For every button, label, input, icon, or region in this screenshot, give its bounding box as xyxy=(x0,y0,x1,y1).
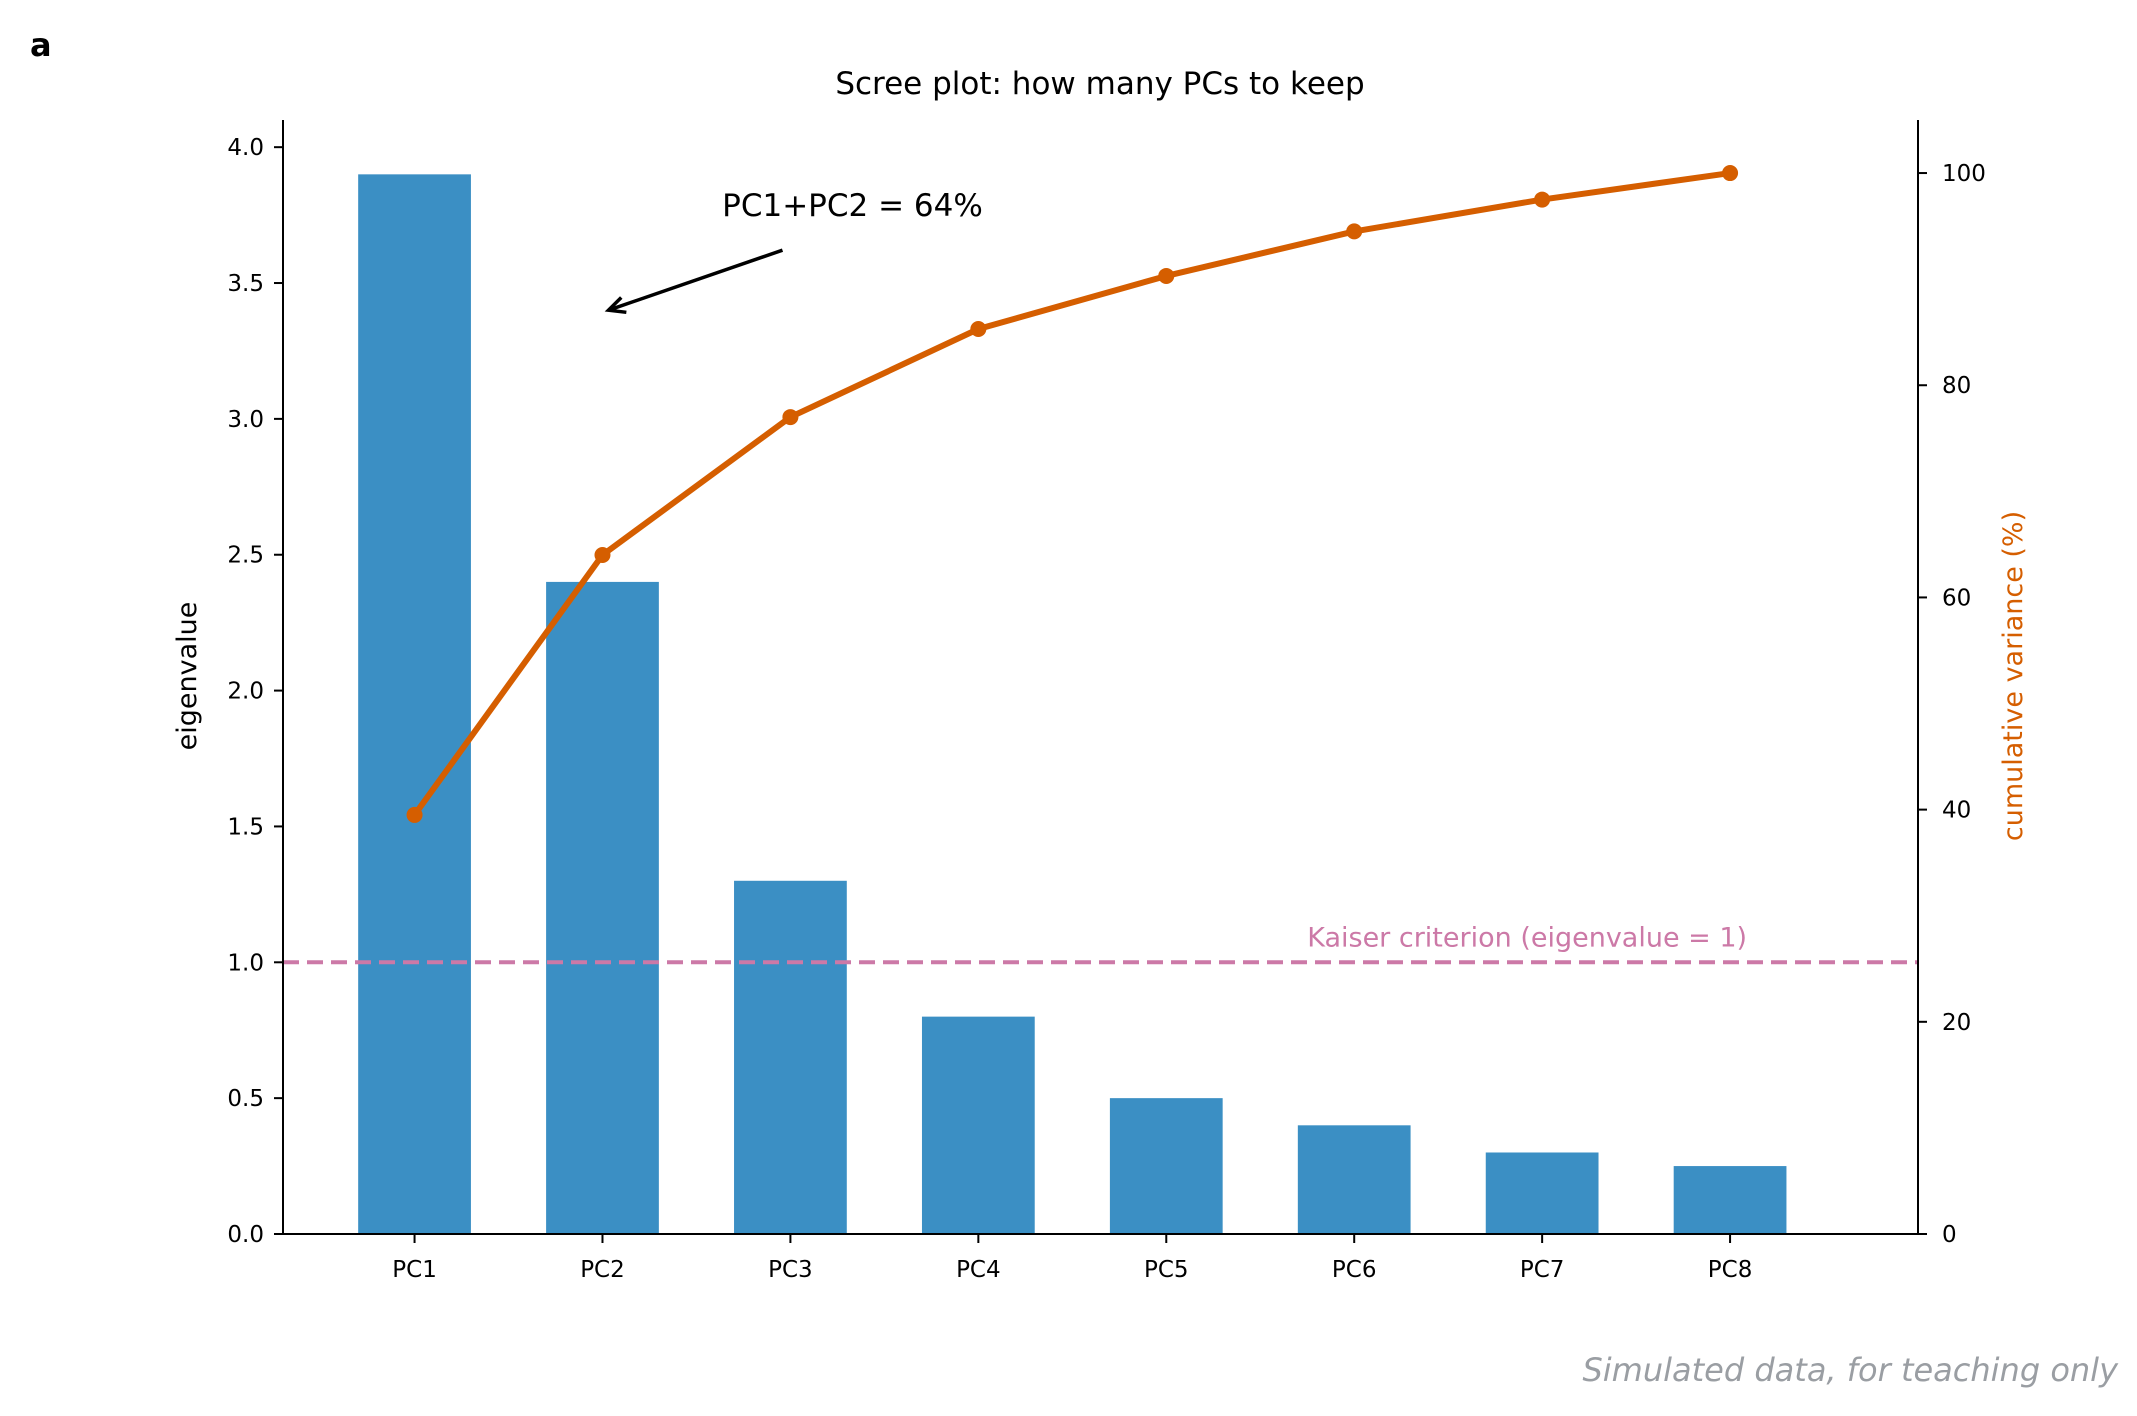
bar-pc7 xyxy=(1485,1152,1599,1234)
cumulative-point-pc4 xyxy=(970,321,987,338)
y-tick-label: 0.0 xyxy=(227,1222,264,1248)
x-tick-label: PC8 xyxy=(1708,1257,1753,1283)
cumulative-point-pc2 xyxy=(594,546,611,563)
y2-axis-label: cumulative variance (%) xyxy=(1998,511,2029,841)
x-tick-label: PC1 xyxy=(392,1257,437,1283)
x-tick-label: PC3 xyxy=(768,1257,813,1283)
y2-tick-label: 0 xyxy=(1942,1222,1957,1248)
cumulative-point-pc3 xyxy=(782,409,799,426)
footnote: Simulated data, for teaching only xyxy=(1582,1351,2119,1389)
y2-tick-label: 80 xyxy=(1942,373,1971,399)
cumulative-point-pc5 xyxy=(1158,267,1175,284)
y-tick-label: 2.0 xyxy=(227,679,264,705)
y-tick-label: 3.5 xyxy=(227,271,264,297)
x-tick-label: PC2 xyxy=(580,1257,625,1283)
bar-pc2 xyxy=(546,581,659,1234)
y-tick-label: 4.0 xyxy=(227,135,264,161)
cumulative-point-pc1 xyxy=(406,806,423,823)
y-axis-label: eigenvalue xyxy=(172,602,203,751)
axes-layer: 0.0 0.5 1.0 1.5 2.0 2.5 3.0 3.5 4.0 0 20 40 60 80 100 P… xyxy=(227,120,1986,1283)
chart-title: Scree plot: how many PCs to keep xyxy=(835,66,1364,102)
reference-line-layer: Kaiser criterion (eigenvalue = 1) xyxy=(283,922,1918,965)
bar-pc3 xyxy=(734,880,847,1234)
annotation-layer: PC1+PC2 = 64% xyxy=(604,188,983,315)
annotation-text: PC1+PC2 = 64% xyxy=(722,188,983,224)
y-tick-label: 1.0 xyxy=(227,950,264,976)
bar-pc5 xyxy=(1109,1098,1223,1234)
bar-pc1 xyxy=(358,174,471,1235)
bars-layer xyxy=(358,174,1787,1235)
bar-pc8 xyxy=(1673,1166,1787,1234)
y-tick-label: 0.5 xyxy=(227,1086,264,1112)
cumulative-point-pc7 xyxy=(1534,191,1551,208)
y-tick-label: 3.0 xyxy=(227,407,264,433)
x-tick-label: PC6 xyxy=(1332,1257,1377,1283)
panel-label: a xyxy=(30,26,52,64)
annotation-arrow-head xyxy=(604,296,627,315)
x-tick-label: PC7 xyxy=(1520,1257,1565,1283)
x-tick-label: PC4 xyxy=(956,1257,1001,1283)
bar-pc6 xyxy=(1297,1125,1411,1234)
y2-tick-label: 60 xyxy=(1942,585,1971,611)
y-tick-label: 1.5 xyxy=(227,814,264,840)
y2-tick-label: 100 xyxy=(1942,161,1986,187)
cumulative-point-pc6 xyxy=(1346,223,1363,240)
kaiser-label: Kaiser criterion (eigenvalue = 1) xyxy=(1307,922,1747,953)
cumulative-point-pc8 xyxy=(1722,165,1739,182)
bar-pc4 xyxy=(921,1016,1035,1234)
y2-tick-label: 40 xyxy=(1942,798,1971,824)
cumulative-variance-line xyxy=(412,170,1731,817)
annotation-arrow-shaft xyxy=(607,248,784,312)
cumulative-line-layer xyxy=(406,165,1739,823)
y2-tick-label: 20 xyxy=(1942,1010,1971,1036)
x-tick-label: PC5 xyxy=(1144,1257,1189,1283)
y-tick-label: 2.5 xyxy=(227,543,264,569)
